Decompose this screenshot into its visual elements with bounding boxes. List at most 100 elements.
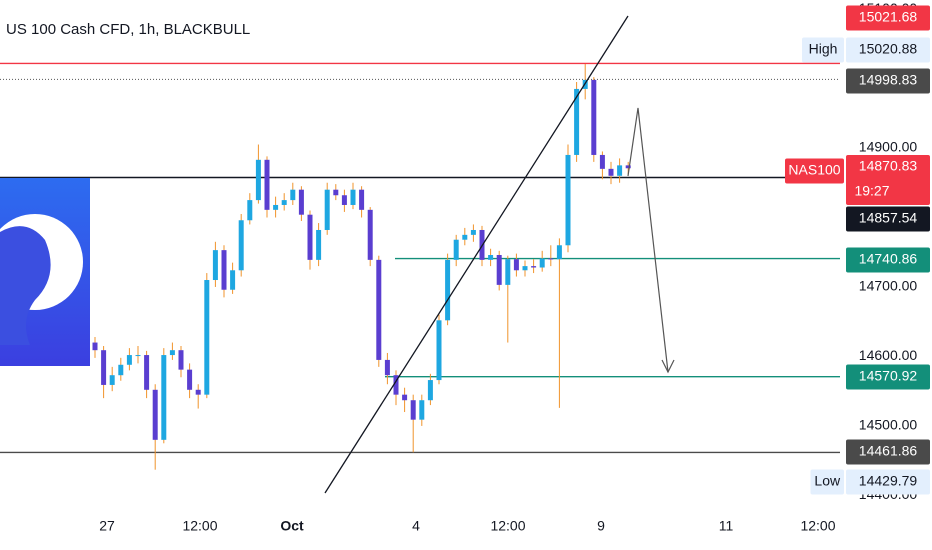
- price-tag: [846, 155, 930, 205]
- candle-body: [565, 154, 571, 246]
- candle-body: [109, 375, 115, 385]
- candle-body: [298, 189, 304, 215]
- price-tag-label-box: [810, 469, 844, 495]
- price-tag-value: 14461.86: [859, 443, 918, 459]
- candle-body: [221, 250, 227, 290]
- candle-body: [341, 195, 347, 205]
- x-tick-label: Oct: [280, 518, 304, 534]
- candle-body: [204, 280, 210, 395]
- candle-body: [617, 165, 623, 176]
- drawings: [324, 15, 675, 494]
- price-tag: [846, 206, 930, 232]
- price-tag: [846, 439, 930, 465]
- x-tick-label: 12:00: [182, 518, 217, 534]
- price-tag: [846, 37, 930, 63]
- price-tag-value: 14857.54: [859, 210, 918, 226]
- x-tick-label: 11: [719, 518, 734, 534]
- price-tag-label-box: [785, 158, 844, 184]
- candle-body: [281, 200, 287, 205]
- price-tag: [846, 364, 930, 390]
- candle-body: [178, 350, 184, 370]
- candle-body: [436, 320, 442, 381]
- candle-body: [367, 209, 373, 260]
- candle-body: [238, 220, 244, 271]
- price-tag-label-box: [802, 37, 844, 63]
- price-tag: [846, 247, 930, 273]
- candle-body: [608, 168, 614, 176]
- candle-body: [92, 342, 98, 351]
- candle-body: [324, 189, 330, 230]
- candle-body: [290, 189, 296, 201]
- candle-body: [376, 259, 382, 360]
- candle-body: [195, 389, 201, 395]
- price-tag-value: 14740.86: [859, 251, 918, 267]
- price-tag: [846, 469, 930, 495]
- price-tag-value: 15020.88: [859, 41, 918, 57]
- candle-body: [307, 214, 313, 260]
- y-tick-label: 14500.00: [859, 417, 918, 433]
- candle-body: [144, 355, 150, 390]
- candle-body: [135, 355, 141, 357]
- candle-body: [531, 266, 537, 268]
- candle-body: [513, 259, 519, 271]
- candle-body: [462, 234, 468, 240]
- price-tag-label: NAS100: [788, 162, 840, 178]
- candle-body: [496, 255, 502, 285]
- x-tick-label: 12:00: [800, 518, 835, 534]
- y-tick-label: 14900.00: [859, 139, 918, 155]
- candle-body: [187, 369, 193, 390]
- candle-body: [384, 359, 390, 376]
- price-tag-value: 15021.68: [859, 9, 918, 25]
- candle-body: [152, 389, 158, 440]
- candle-body: [548, 258, 554, 260]
- candle-body: [402, 394, 408, 401]
- candle-body: [393, 375, 399, 395]
- logo: [0, 178, 90, 366]
- candle-body: [522, 266, 528, 271]
- candle-body: [359, 189, 365, 210]
- candle-body: [419, 400, 425, 420]
- candle-body: [505, 259, 511, 285]
- price-tag-value: 14998.83: [859, 72, 918, 88]
- candle-body: [488, 255, 494, 260]
- x-tick-label: 27: [99, 518, 115, 534]
- candle-body: [212, 250, 218, 281]
- candle-body: [333, 189, 339, 196]
- price-tag-value: 14870.83: [859, 158, 918, 174]
- price-tag-value: 14570.92: [859, 368, 918, 384]
- x-tick-label: 12:00: [490, 518, 525, 534]
- y-tick-label: 14700.00: [859, 278, 918, 294]
- candle-body: [445, 259, 451, 321]
- countdown: 19:27: [854, 183, 889, 199]
- candle-body: [574, 88, 580, 155]
- candle-body: [316, 229, 322, 260]
- candle-body: [410, 400, 416, 420]
- chart-title: US 100 Cash CFD, 1h, BLACKBULL: [6, 21, 250, 38]
- candle-body: [118, 364, 124, 376]
- candle-body: [427, 380, 433, 401]
- price-tag-label: Low: [814, 473, 841, 489]
- candle-body: [101, 350, 107, 385]
- candle-body: [470, 229, 476, 235]
- price-tag-value: 14429.79: [859, 473, 918, 489]
- candle-body: [273, 204, 279, 210]
- candle-body: [169, 350, 175, 356]
- candle-body: [539, 258, 545, 268]
- price-tag: [846, 5, 930, 31]
- candle-body: [591, 79, 597, 155]
- candle-body: [247, 200, 253, 221]
- candle-body: [255, 159, 261, 201]
- x-tick-label: 9: [597, 518, 605, 534]
- candle-body: [453, 239, 459, 260]
- price-tag-label: High: [809, 41, 838, 57]
- candle-body: [625, 165, 631, 169]
- price-tag: [846, 68, 930, 94]
- candle-body: [350, 189, 356, 205]
- candle-body: [230, 270, 236, 290]
- y-tick-label: 14600.00: [859, 347, 918, 363]
- candle-body: [556, 245, 562, 260]
- candle-body: [161, 355, 167, 440]
- x-tick-label: 4: [412, 518, 420, 534]
- candle-body: [126, 355, 132, 365]
